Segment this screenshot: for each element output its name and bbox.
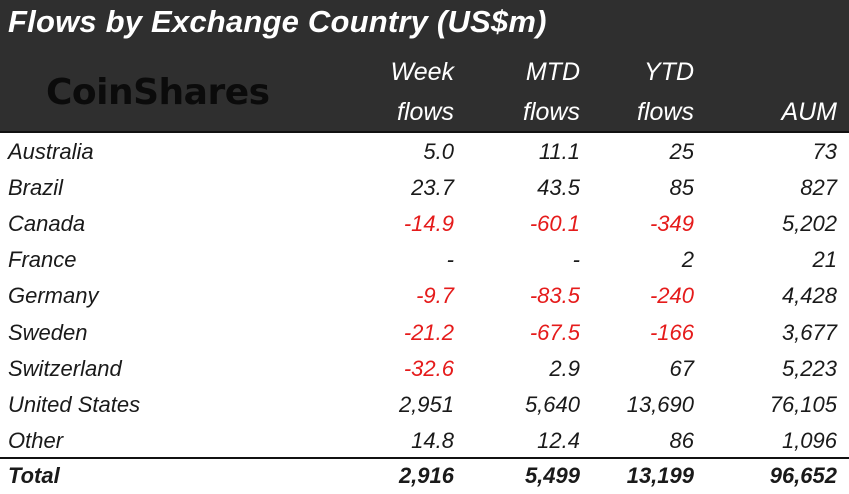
mtd-cell: 5,640 bbox=[524, 391, 580, 417]
country-cell: Brazil bbox=[8, 175, 64, 201]
country-cell: Other bbox=[8, 427, 64, 453]
ytd-cell: -240 bbox=[649, 283, 694, 309]
table-title: Flows by Exchange Country (US$m) bbox=[8, 4, 547, 39]
table-header bbox=[0, 48, 849, 132]
ytd-cell: 67 bbox=[669, 355, 694, 381]
week-cell: 2,951 bbox=[398, 391, 454, 417]
ytd-cell: 86 bbox=[669, 427, 694, 453]
mtd-header-line1: MTD bbox=[525, 58, 580, 86]
country-cell: Switzerland bbox=[8, 355, 122, 381]
title-bar: Flows by Exchange Country (US$m) bbox=[0, 0, 849, 48]
total-label: Total bbox=[8, 463, 60, 488]
week-header-line2: flows bbox=[397, 98, 454, 126]
mtd-cell: -83.5 bbox=[529, 283, 580, 309]
aum-cell: 827 bbox=[800, 175, 837, 201]
ytd-cell: -166 bbox=[649, 319, 694, 345]
country-cell: United States bbox=[8, 391, 141, 417]
aum-cell: 3,677 bbox=[781, 319, 837, 345]
mtd-cell: -60.1 bbox=[529, 211, 580, 237]
aum-cell: 4,428 bbox=[781, 283, 837, 309]
aum-cell: 73 bbox=[812, 139, 837, 164]
total-aum: 96,652 bbox=[769, 463, 837, 488]
week-cell: -32.6 bbox=[403, 355, 454, 381]
week-cell: 5.0 bbox=[423, 139, 454, 164]
week-cell: - bbox=[446, 247, 454, 273]
mtd-cell: -67.5 bbox=[529, 319, 580, 345]
total-divider bbox=[0, 457, 849, 459]
country-cell: Australia bbox=[8, 139, 94, 164]
total-row: Total 2,916 5,499 13,199 96,652 bbox=[0, 458, 849, 494]
mtd-header-line2: flows bbox=[523, 98, 580, 126]
ytd-header-line1: YTD bbox=[644, 58, 694, 86]
mtd-cell: 11.1 bbox=[538, 139, 580, 164]
week-cell: 23.7 bbox=[411, 175, 454, 201]
week-cell: 14.8 bbox=[411, 427, 454, 453]
mtd-cell: 2.9 bbox=[549, 355, 580, 381]
table-row: France - - 2 21 bbox=[0, 242, 849, 278]
mtd-cell: 43.5 bbox=[537, 175, 580, 201]
total-week: 2,916 bbox=[398, 463, 454, 488]
table-row: Switzerland -32.6 2.9 67 5,223 bbox=[0, 351, 849, 387]
table-row: United States 2,951 5,640 13,690 76,105 bbox=[0, 387, 849, 423]
aum-cell: 5,202 bbox=[781, 211, 837, 237]
aum-cell: 1,096 bbox=[781, 427, 837, 453]
table-row: Brazil 23.7 43.5 85 827 bbox=[0, 170, 849, 206]
ytd-cell: -349 bbox=[649, 211, 694, 237]
country-cell: Sweden bbox=[8, 319, 88, 345]
country-cell: Germany bbox=[8, 283, 99, 309]
country-cell: Canada bbox=[8, 211, 86, 237]
week-cell: -21.2 bbox=[403, 319, 454, 345]
week-cell: -9.7 bbox=[416, 283, 454, 309]
mtd-cell: - bbox=[572, 247, 580, 273]
ytd-header-line2: flows bbox=[637, 98, 694, 126]
total-mtd: 5,499 bbox=[524, 463, 580, 488]
aum-header: AUM bbox=[781, 98, 837, 126]
coinshares-logo: CoinShares bbox=[46, 72, 270, 113]
table-row: Australia 5.0 11.1 25 73 bbox=[0, 134, 849, 170]
country-cell: France bbox=[8, 247, 77, 273]
week-header-line1: Week bbox=[390, 58, 454, 86]
ytd-cell: 2 bbox=[681, 247, 694, 273]
week-cell: -14.9 bbox=[403, 211, 454, 237]
table-row: Germany -9.7 -83.5 -240 4,428 bbox=[0, 278, 849, 314]
table-row: Sweden -21.2 -67.5 -166 3,677 bbox=[0, 315, 849, 351]
aum-cell: 76,105 bbox=[769, 391, 837, 417]
aum-cell: 5,223 bbox=[781, 355, 837, 381]
ytd-cell: 13,690 bbox=[626, 391, 694, 417]
aum-cell: 21 bbox=[812, 247, 837, 273]
ytd-cell: 85 bbox=[669, 175, 694, 201]
ytd-cell: 25 bbox=[669, 139, 694, 164]
table-row: Canada -14.9 -60.1 -349 5,202 bbox=[0, 206, 849, 242]
mtd-cell: 12.4 bbox=[537, 427, 580, 453]
table-row: Other 14.8 12.4 86 1,096 bbox=[0, 423, 849, 459]
header-divider bbox=[0, 131, 849, 133]
total-ytd: 13,199 bbox=[626, 463, 694, 488]
